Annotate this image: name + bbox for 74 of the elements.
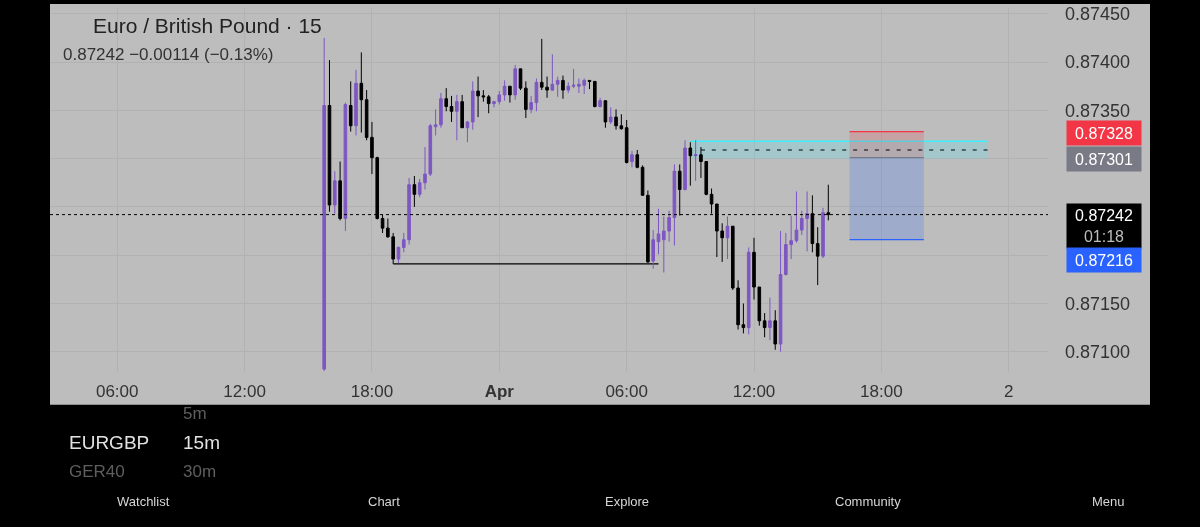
text: EURGBP xyxy=(69,432,150,453)
candlestick xyxy=(688,141,693,187)
candlestick xyxy=(508,85,512,104)
candlestick xyxy=(332,170,337,215)
candlestick xyxy=(513,64,518,101)
candlestick xyxy=(470,80,475,131)
text: 5m xyxy=(183,404,207,423)
text: 30m xyxy=(183,462,217,481)
candlestick xyxy=(593,80,597,108)
candlestick xyxy=(359,51,364,134)
text: 0.87242 −0.00114 (−0.13%) xyxy=(63,45,274,64)
candlestick xyxy=(460,94,464,129)
candlestick xyxy=(821,207,825,259)
candlestick xyxy=(327,59,332,213)
y-tick-label: 0.87150 xyxy=(1065,293,1131,314)
candlestick xyxy=(656,208,661,255)
candlestick xyxy=(449,95,454,123)
candlestick xyxy=(348,80,353,133)
x-tick-label: 12:00 xyxy=(223,382,266,401)
x-tick-label: 06:00 xyxy=(605,382,648,401)
candlestick xyxy=(396,245,401,264)
candlestick xyxy=(693,139,698,182)
candlestick xyxy=(608,106,613,125)
candlestick xyxy=(561,75,565,100)
candlestick xyxy=(598,97,602,108)
y-tick-label: 0.87450 xyxy=(1065,4,1131,25)
text: Chart xyxy=(368,494,401,509)
candlestick xyxy=(815,226,820,286)
candlestick xyxy=(768,297,772,341)
x-tick-label: 12:00 xyxy=(732,382,776,401)
text: Explore xyxy=(605,494,650,509)
candlestick xyxy=(651,229,655,270)
text: Watchlist xyxy=(117,494,170,509)
candlestick xyxy=(555,76,560,98)
text: 0.87301 xyxy=(1075,150,1133,168)
chart-title: Euro / British Pound · 15 xyxy=(93,14,322,37)
x-tick-label: 2 xyxy=(1004,382,1014,401)
candlestick xyxy=(630,150,634,168)
candlestick xyxy=(725,216,730,260)
candlestick xyxy=(524,80,528,119)
candlestick xyxy=(794,190,799,244)
y-tick-label: 0.87400 xyxy=(1065,52,1131,73)
x-tick-label: 18:00 xyxy=(350,382,394,401)
candlestick xyxy=(486,94,491,114)
candlestick xyxy=(465,120,470,143)
candlestick xyxy=(566,81,571,94)
y-tick-label: 0.87350 xyxy=(1065,100,1131,121)
y-tick-label: 0.87100 xyxy=(1065,342,1131,363)
candlestick xyxy=(455,94,459,141)
candlestick xyxy=(444,87,449,112)
candlestick xyxy=(683,139,687,191)
candlestick xyxy=(354,69,358,136)
candlestick xyxy=(603,100,608,129)
candlestick xyxy=(322,37,326,372)
text: 15m xyxy=(183,432,220,453)
x-tick-label: 06:00 xyxy=(95,382,139,401)
candlestick xyxy=(762,312,767,338)
ref-line-label: 0.87242 01:18 xyxy=(1075,207,1133,245)
text: 0.87328 xyxy=(1075,124,1133,142)
text: Menu xyxy=(1092,494,1125,509)
text: GER40 xyxy=(69,462,125,481)
candlestick xyxy=(502,79,507,102)
candlestick xyxy=(635,149,640,169)
x-tick-label: Apr xyxy=(484,382,515,401)
text: Community xyxy=(835,494,902,509)
x-tick-label: 18:00 xyxy=(860,382,903,401)
candlestick xyxy=(343,102,348,232)
candlestick xyxy=(412,175,417,208)
text: 0.87216 xyxy=(1075,251,1133,269)
candlestick xyxy=(624,119,629,164)
candlestick xyxy=(550,53,555,92)
candlestick xyxy=(746,246,751,335)
candlestick xyxy=(773,309,778,351)
candlestick xyxy=(587,79,592,90)
